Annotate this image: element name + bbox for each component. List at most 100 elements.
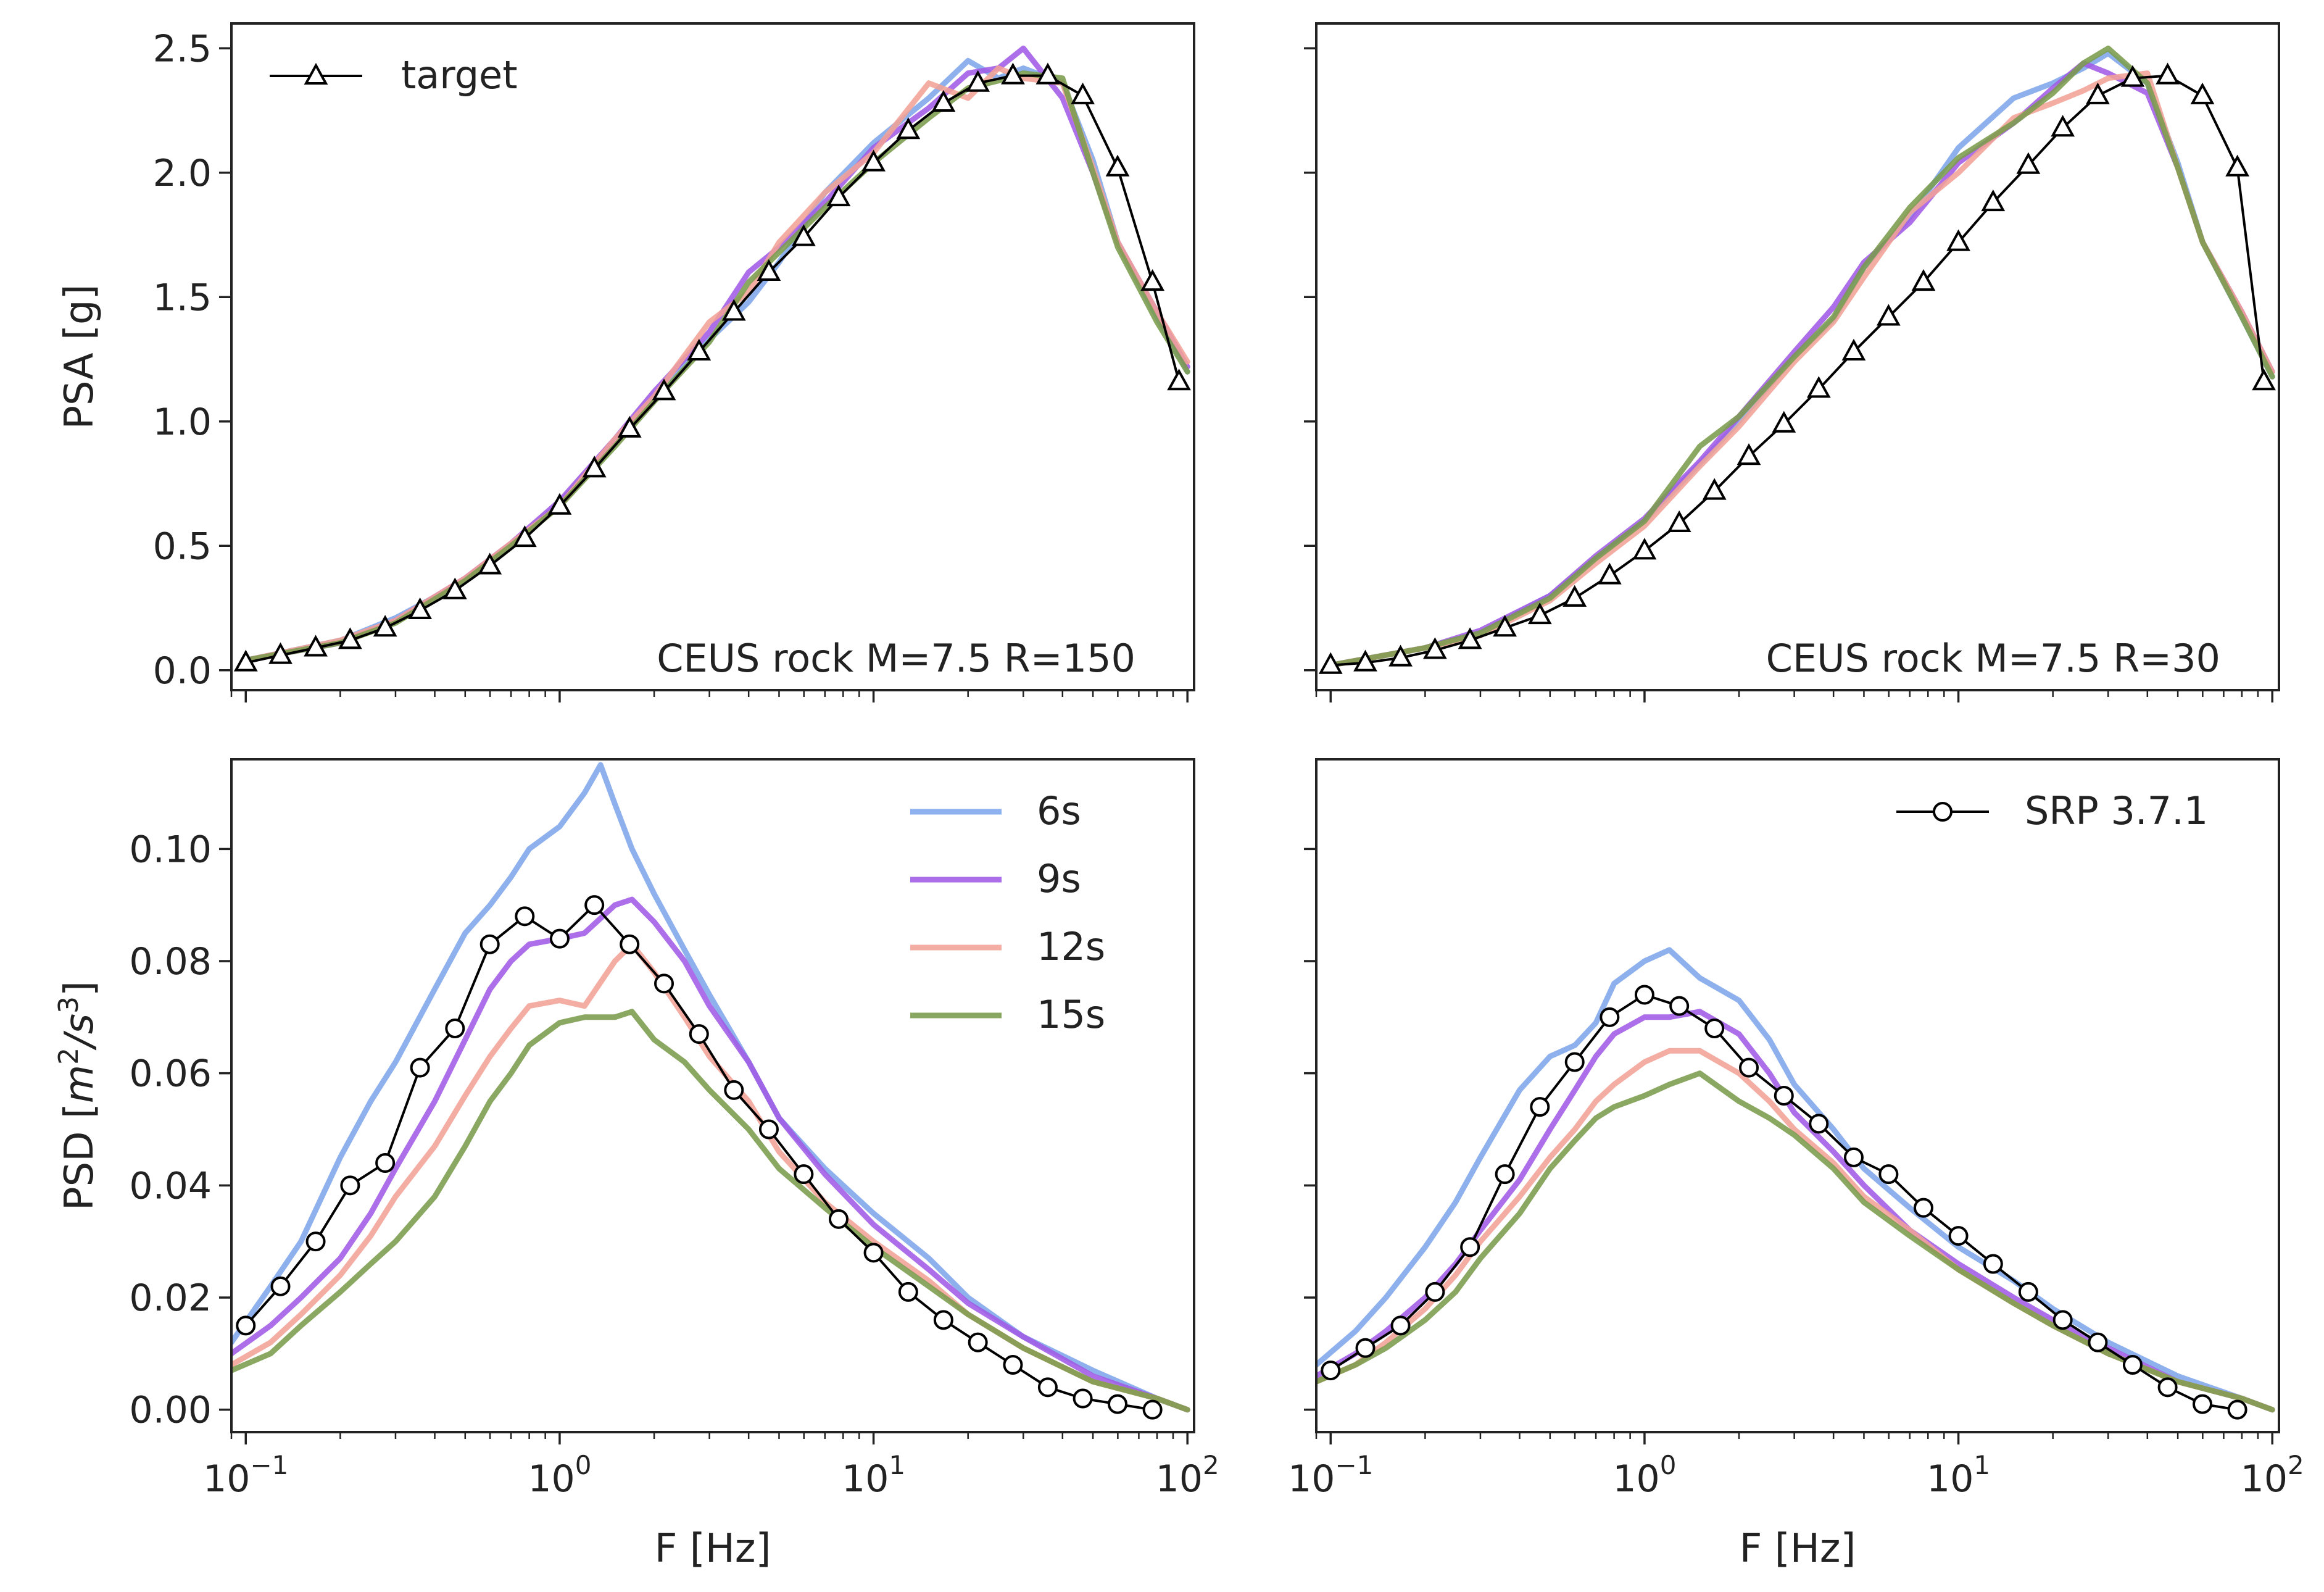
x-tick-label: 102: [2241, 1450, 2304, 1501]
legend-label: 12s: [1037, 924, 1105, 969]
marker-target: [1632, 538, 1657, 560]
marker-target: [2120, 65, 2145, 87]
marker-target: [1035, 62, 1060, 85]
marker-target: [582, 456, 607, 478]
marker-target: [791, 224, 816, 246]
series-group: [1316, 947, 2275, 1413]
marker-SRP: [898, 1282, 918, 1302]
x-tick-label: 100: [528, 1450, 591, 1501]
marker-target: [1876, 304, 1901, 326]
marker-target: [1422, 637, 1447, 659]
marker-SRP: [758, 1119, 779, 1140]
series-line-15s: [243, 70, 1190, 664]
marker-SRP: [1460, 1237, 1480, 1257]
marker-SRP: [724, 1080, 744, 1100]
marker-target: [1140, 269, 1165, 291]
marker-SRP: [1878, 1164, 1899, 1185]
legend-label: SRP 3.7.1: [2025, 788, 2208, 833]
series-line-9s: [1327, 60, 2275, 669]
axes-frame: [1315, 22, 2280, 691]
y-tick-label: 0.02: [129, 1277, 212, 1320]
marker-target: [304, 635, 328, 657]
marker-target: [617, 415, 642, 438]
marker-target: [2016, 152, 2041, 174]
marker-target: [1911, 269, 1936, 291]
marker-target: [896, 117, 921, 140]
marker-SRP: [1634, 985, 1654, 1005]
marker-SRP: [2157, 1377, 2178, 1398]
marker-target: [2190, 82, 2215, 104]
marker-target: [2252, 369, 2276, 391]
marker-SRP: [1425, 1282, 1445, 1302]
marker-SRP: [479, 934, 500, 954]
marker-target: [1071, 82, 1095, 104]
series-line-12s: [1327, 70, 2275, 669]
marker-SRP: [515, 906, 535, 927]
marker-target: [1105, 154, 1130, 177]
x-tick-label: 10−1: [203, 1450, 288, 1501]
series-group: [231, 762, 1190, 1413]
y-tick-label: 0.04: [129, 1164, 212, 1207]
marker-target: [268, 642, 293, 664]
marker-target: [1702, 478, 1727, 500]
series-group: [1327, 45, 2275, 669]
marker-target: [1737, 443, 1761, 465]
marker-SRP: [2052, 1310, 2073, 1330]
marker-SRP: [828, 1209, 849, 1229]
marker-SRP: [2227, 1399, 2247, 1420]
marker-target: [861, 149, 886, 172]
marker-target: [1562, 585, 1587, 607]
marker-target: [1167, 369, 1191, 391]
marker-target: [2086, 82, 2110, 104]
series-line-15s: [1327, 45, 2275, 669]
series-line-9s: [243, 45, 1190, 664]
y-tick-label: 2.5: [153, 27, 212, 70]
marker-target: [2051, 115, 2075, 137]
marker-SRP: [1495, 1164, 1515, 1185]
marker-SRP: [305, 1232, 326, 1252]
series-line-6s: [243, 57, 1190, 664]
series-line-15s: [231, 1009, 1190, 1413]
legend-label: 15s: [1037, 992, 1105, 1037]
marker-SRP: [1704, 1019, 1725, 1038]
marker-target: [512, 525, 537, 548]
marker-target: [1946, 229, 1970, 251]
marker-SRP: [1669, 996, 1690, 1016]
legend-marker: [1933, 802, 1953, 822]
marker-target: [1001, 62, 1025, 85]
marker-SRP: [1564, 1052, 1585, 1072]
marker-SRP: [1003, 1355, 1023, 1375]
panel-psa-r30: CEUS rock M=7.5 R=30: [1304, 22, 2280, 702]
axes-frame: [1315, 758, 2280, 1433]
panel-psd-r30: 10−1 100 101 102 F [Hz] SRP 3.7.1: [1288, 758, 2304, 1572]
marker-target: [1597, 562, 1622, 585]
marker-target: [442, 577, 467, 599]
legend-marker: [304, 62, 328, 85]
marker-target: [757, 259, 781, 281]
marker-target: [1458, 627, 1482, 649]
marker-target: [478, 552, 502, 575]
marker-SRP: [1948, 1226, 1969, 1246]
y-tick-label: 0.08: [129, 940, 212, 983]
marker-SRP: [654, 973, 674, 994]
marker-SRP: [236, 1315, 256, 1336]
legend-label: 6s: [1037, 788, 1081, 833]
panel-psa-r150: 0.0 0.5 1.0 1.5 2.0 2.5 CEUS rock M=7.5 R=150 P…: [57, 22, 1195, 702]
marker-SRP: [1809, 1114, 1829, 1134]
marker-target: [721, 299, 746, 321]
marker-SRP: [1530, 1097, 1550, 1117]
x-axis-label: F [Hz]: [1740, 1526, 1856, 1572]
marker-SRP: [1983, 1254, 2003, 1274]
y-axis-label: PSA [g]: [57, 284, 102, 429]
marker-SRP: [549, 928, 570, 949]
marker-SRP: [1843, 1147, 1864, 1167]
y-tick-label: 0.06: [129, 1052, 212, 1096]
marker-target: [931, 90, 956, 112]
marker-target: [1353, 649, 1377, 672]
marker-target: [1318, 652, 1343, 674]
marker-SRP: [270, 1276, 291, 1296]
marker-SRP: [2018, 1282, 2038, 1302]
marker-target: [1493, 615, 1517, 637]
series-line-6s: [231, 762, 1190, 1413]
